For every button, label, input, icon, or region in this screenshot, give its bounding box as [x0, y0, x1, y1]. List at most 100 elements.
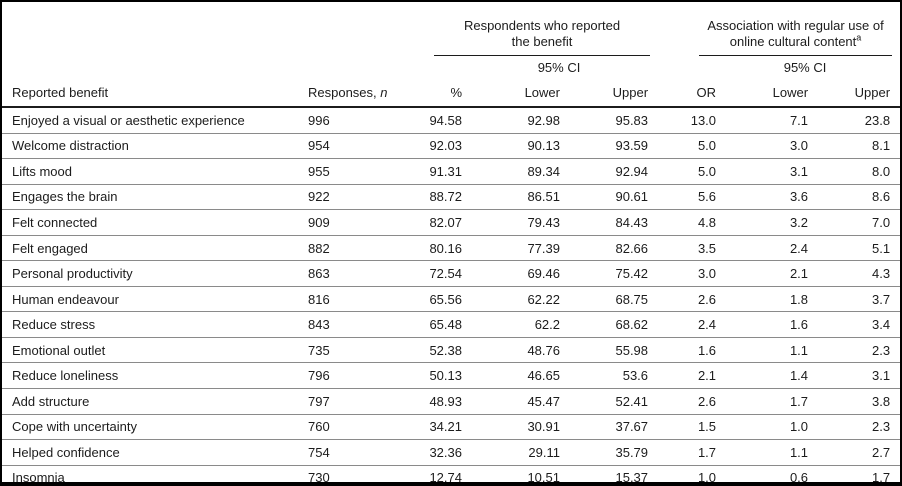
- table-header: Respondents who reported the benefit Ass…: [2, 2, 900, 108]
- column-header-benefit: Reported benefit: [2, 78, 298, 108]
- ci-lower-cell: 10.51: [527, 470, 560, 486]
- or-lower-cell: 3.2: [720, 209, 813, 236]
- table-row: Welcome distraction 954 92.03 90.13 93.5…: [2, 133, 900, 160]
- or-cell: 2.6: [652, 286, 721, 313]
- table-row: Lifts mood 955 91.31 89.34 92.94 5.0 3.1…: [2, 158, 900, 185]
- ci-upper-cell: 90.61: [564, 184, 653, 211]
- table-row: Emotional outlet 735 52.38 48.76 55.98 1…: [2, 337, 900, 364]
- benefit-cell: Helped confidence: [2, 439, 298, 466]
- benefit-cell: Human endeavour: [2, 286, 298, 313]
- table-row: Engages the brain 922 88.72 86.51 90.61 …: [2, 184, 900, 211]
- ci-upper-cell: 55.98: [564, 337, 653, 364]
- responses-cell: 797: [298, 388, 426, 415]
- or-cell: 1.7: [652, 439, 721, 466]
- responses-cell: 909: [298, 209, 426, 236]
- or-lower-cell: 1.7: [720, 388, 813, 415]
- group-header-association-superscript: a: [856, 32, 862, 43]
- responses-cell: 754: [298, 439, 426, 466]
- or-upper-cell: 7.0: [812, 209, 900, 236]
- column-header-ci-upper: Upper: [564, 78, 653, 108]
- responses-cell: 863: [298, 260, 426, 287]
- column-header-or-lower: Lower: [720, 78, 813, 108]
- ci-upper-cell: 68.75: [564, 286, 653, 313]
- or-cell: 5.6: [652, 184, 721, 211]
- or-lower-cell: 1.1: [720, 337, 813, 364]
- percent-cell: 92.03: [426, 133, 466, 160]
- percent-cell: 72.54: [426, 260, 466, 287]
- ci-upper-cell: 52.41: [564, 388, 653, 415]
- ci-lower-cell: 46.65: [466, 362, 564, 390]
- or-upper-cell: 2.7: [812, 439, 900, 466]
- responses-cell: 843: [298, 311, 426, 338]
- benefit-cell: Cope with uncertainty: [2, 414, 298, 441]
- group-header-spacer: [2, 2, 426, 56]
- table-row: Add structure 797 48.93 45.47 52.41 2.6 …: [2, 388, 900, 415]
- responses-cell: 954: [298, 133, 426, 160]
- ci-upper-cell: 95.83: [564, 107, 653, 134]
- or-lower-cell: 7.1: [720, 107, 813, 134]
- or-lower-cell: 1.0: [720, 414, 813, 441]
- ci-lower-cell: 45.47: [466, 388, 564, 415]
- percent-cell: 34.21: [426, 414, 466, 441]
- responses-n-symbol: n: [380, 84, 388, 100]
- ci-upper-cell: 53.6: [564, 362, 653, 390]
- or-cell: 2.6: [652, 388, 721, 415]
- or-upper-cell: 23.8: [812, 107, 900, 134]
- or-lower-cell: 1.1: [720, 439, 813, 466]
- or-upper-cell: 3.4: [812, 311, 900, 338]
- ci-lower-cell: 79.43: [466, 209, 564, 236]
- column-header-ci-lower: Lower: [466, 78, 564, 108]
- responses-cell: 922: [298, 184, 426, 211]
- table-row: Human endeavour 816 65.56 62.22 68.75 2.…: [2, 286, 900, 313]
- percent-cell: 48.93: [426, 388, 466, 415]
- group-header-association-label: Association with regular use of online c…: [707, 18, 884, 50]
- column-header-or: OR: [652, 78, 721, 108]
- benefit-cell: Personal productivity: [2, 260, 298, 287]
- benefit-cell: Felt engaged: [2, 235, 298, 262]
- benefit-cell: Reduce stress: [2, 311, 298, 338]
- table-row: Felt connected 909 82.07 79.43 84.43 4.8…: [2, 209, 900, 236]
- or-cell: 13.0: [652, 107, 721, 134]
- responses-cell: 796: [298, 362, 426, 390]
- ci-lower-cell: 92.98: [466, 107, 564, 134]
- group-underline-benefit: Respondents who reported the benefit: [434, 18, 651, 56]
- or-cell: 3.0: [652, 260, 721, 287]
- percent-cell: 32.36: [426, 439, 466, 466]
- or-cell: 2.4: [652, 311, 721, 338]
- ci-lower-cell: 30.91: [466, 414, 564, 441]
- responses-cell: 816: [298, 286, 426, 313]
- column-header-responses: Responses, n: [298, 78, 426, 108]
- table-row: Personal productivity 863 72.54 69.46 75…: [2, 260, 900, 287]
- or-upper-cell: 2.3: [812, 337, 900, 364]
- responses-cell: 760: [298, 414, 426, 441]
- percent-cell: 80.16: [426, 235, 466, 262]
- percent-cell: 50.13: [426, 362, 466, 390]
- or-upper-cell: 2.3: [812, 414, 900, 441]
- ci-label-row: 95% CI 95% CI: [2, 56, 900, 78]
- or-lower-cell: 1.4: [720, 362, 813, 390]
- table-row: Cope with uncertainty 760 34.21 30.91 37…: [2, 414, 900, 441]
- table-body: Enjoyed a visual or aesthetic experience…: [2, 107, 900, 486]
- ci-lower-cell: 62.2: [466, 311, 564, 338]
- benefit-cell: Emotional outlet: [2, 337, 298, 364]
- percent-cell: 94.58: [426, 107, 466, 134]
- or-lower-cell: 2.4: [720, 235, 813, 262]
- responses-cell: 882: [298, 235, 426, 262]
- or-upper-cell: 8.0: [812, 158, 900, 185]
- or-cell: 1.0: [697, 470, 717, 486]
- benefit-cell: Engages the brain: [2, 184, 298, 211]
- or-upper-cell: 3.1: [812, 362, 900, 390]
- percent-cell: 12.74: [429, 470, 462, 486]
- group-underline-association: Association with regular use of online c…: [699, 18, 893, 56]
- or-upper-cell: 8.1: [812, 133, 900, 160]
- table-row: Felt engaged 882 80.16 77.39 82.66 3.5 2…: [2, 235, 900, 262]
- ci-upper-cell: 92.94: [564, 158, 653, 185]
- percent-cell: 52.38: [426, 337, 466, 364]
- or-upper-cell: 3.8: [812, 388, 900, 415]
- table-row: Reduce loneliness 796 50.13 46.65 53.6 2…: [2, 362, 900, 390]
- or-upper-cell: 5.1: [812, 235, 900, 262]
- or-lower-cell: 1.6: [720, 311, 813, 338]
- column-header-row: Reported benefit Responses, n % Lower Up…: [2, 78, 900, 108]
- or-lower-cell: 2.1: [720, 260, 813, 287]
